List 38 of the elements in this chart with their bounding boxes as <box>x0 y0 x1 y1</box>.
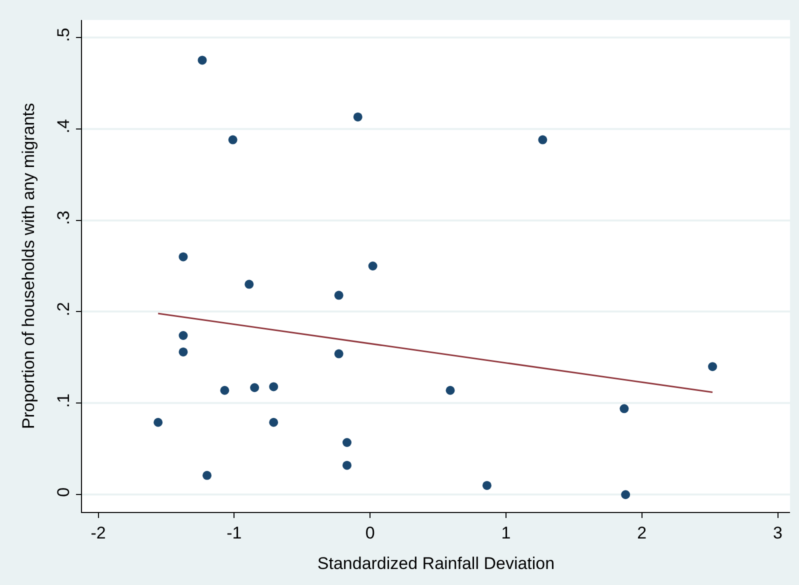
y-tick-label: .5 <box>54 28 74 42</box>
y-tick-label: 0 <box>54 487 74 497</box>
point <box>198 56 207 65</box>
point <box>228 135 238 144</box>
x-tick-label: -2 <box>90 523 106 542</box>
point <box>342 438 352 447</box>
point <box>334 349 344 358</box>
y-tick-label: .1 <box>54 394 74 408</box>
x-tick-label: 2 <box>637 523 647 542</box>
point <box>482 480 492 490</box>
x-tick-label: 0 <box>365 523 375 542</box>
point <box>178 252 188 262</box>
point <box>178 347 188 356</box>
point <box>620 404 629 414</box>
y-tick-label: .4 <box>54 119 74 134</box>
x-tick-label: 1 <box>501 523 511 542</box>
point <box>368 262 378 270</box>
point <box>446 386 455 395</box>
y-axis-title: Proportion of households with any migrants <box>18 102 38 430</box>
point <box>202 470 212 480</box>
point <box>269 382 278 392</box>
point <box>342 460 352 470</box>
point <box>708 362 718 372</box>
point <box>250 383 260 392</box>
x-tick-label: -1 <box>226 523 242 542</box>
point <box>220 386 230 395</box>
point <box>178 331 188 340</box>
y-tick-label: .3 <box>54 210 74 225</box>
point <box>154 418 163 427</box>
y-tick-label: .2 <box>54 302 74 316</box>
x-tick-label: 3 <box>773 523 783 542</box>
point <box>269 418 278 427</box>
point <box>244 280 254 289</box>
point <box>334 290 344 300</box>
point <box>353 112 362 122</box>
point <box>538 135 548 144</box>
x-axis-title: Standardized Rainfall Deviation <box>317 554 555 573</box>
point <box>621 490 630 500</box>
